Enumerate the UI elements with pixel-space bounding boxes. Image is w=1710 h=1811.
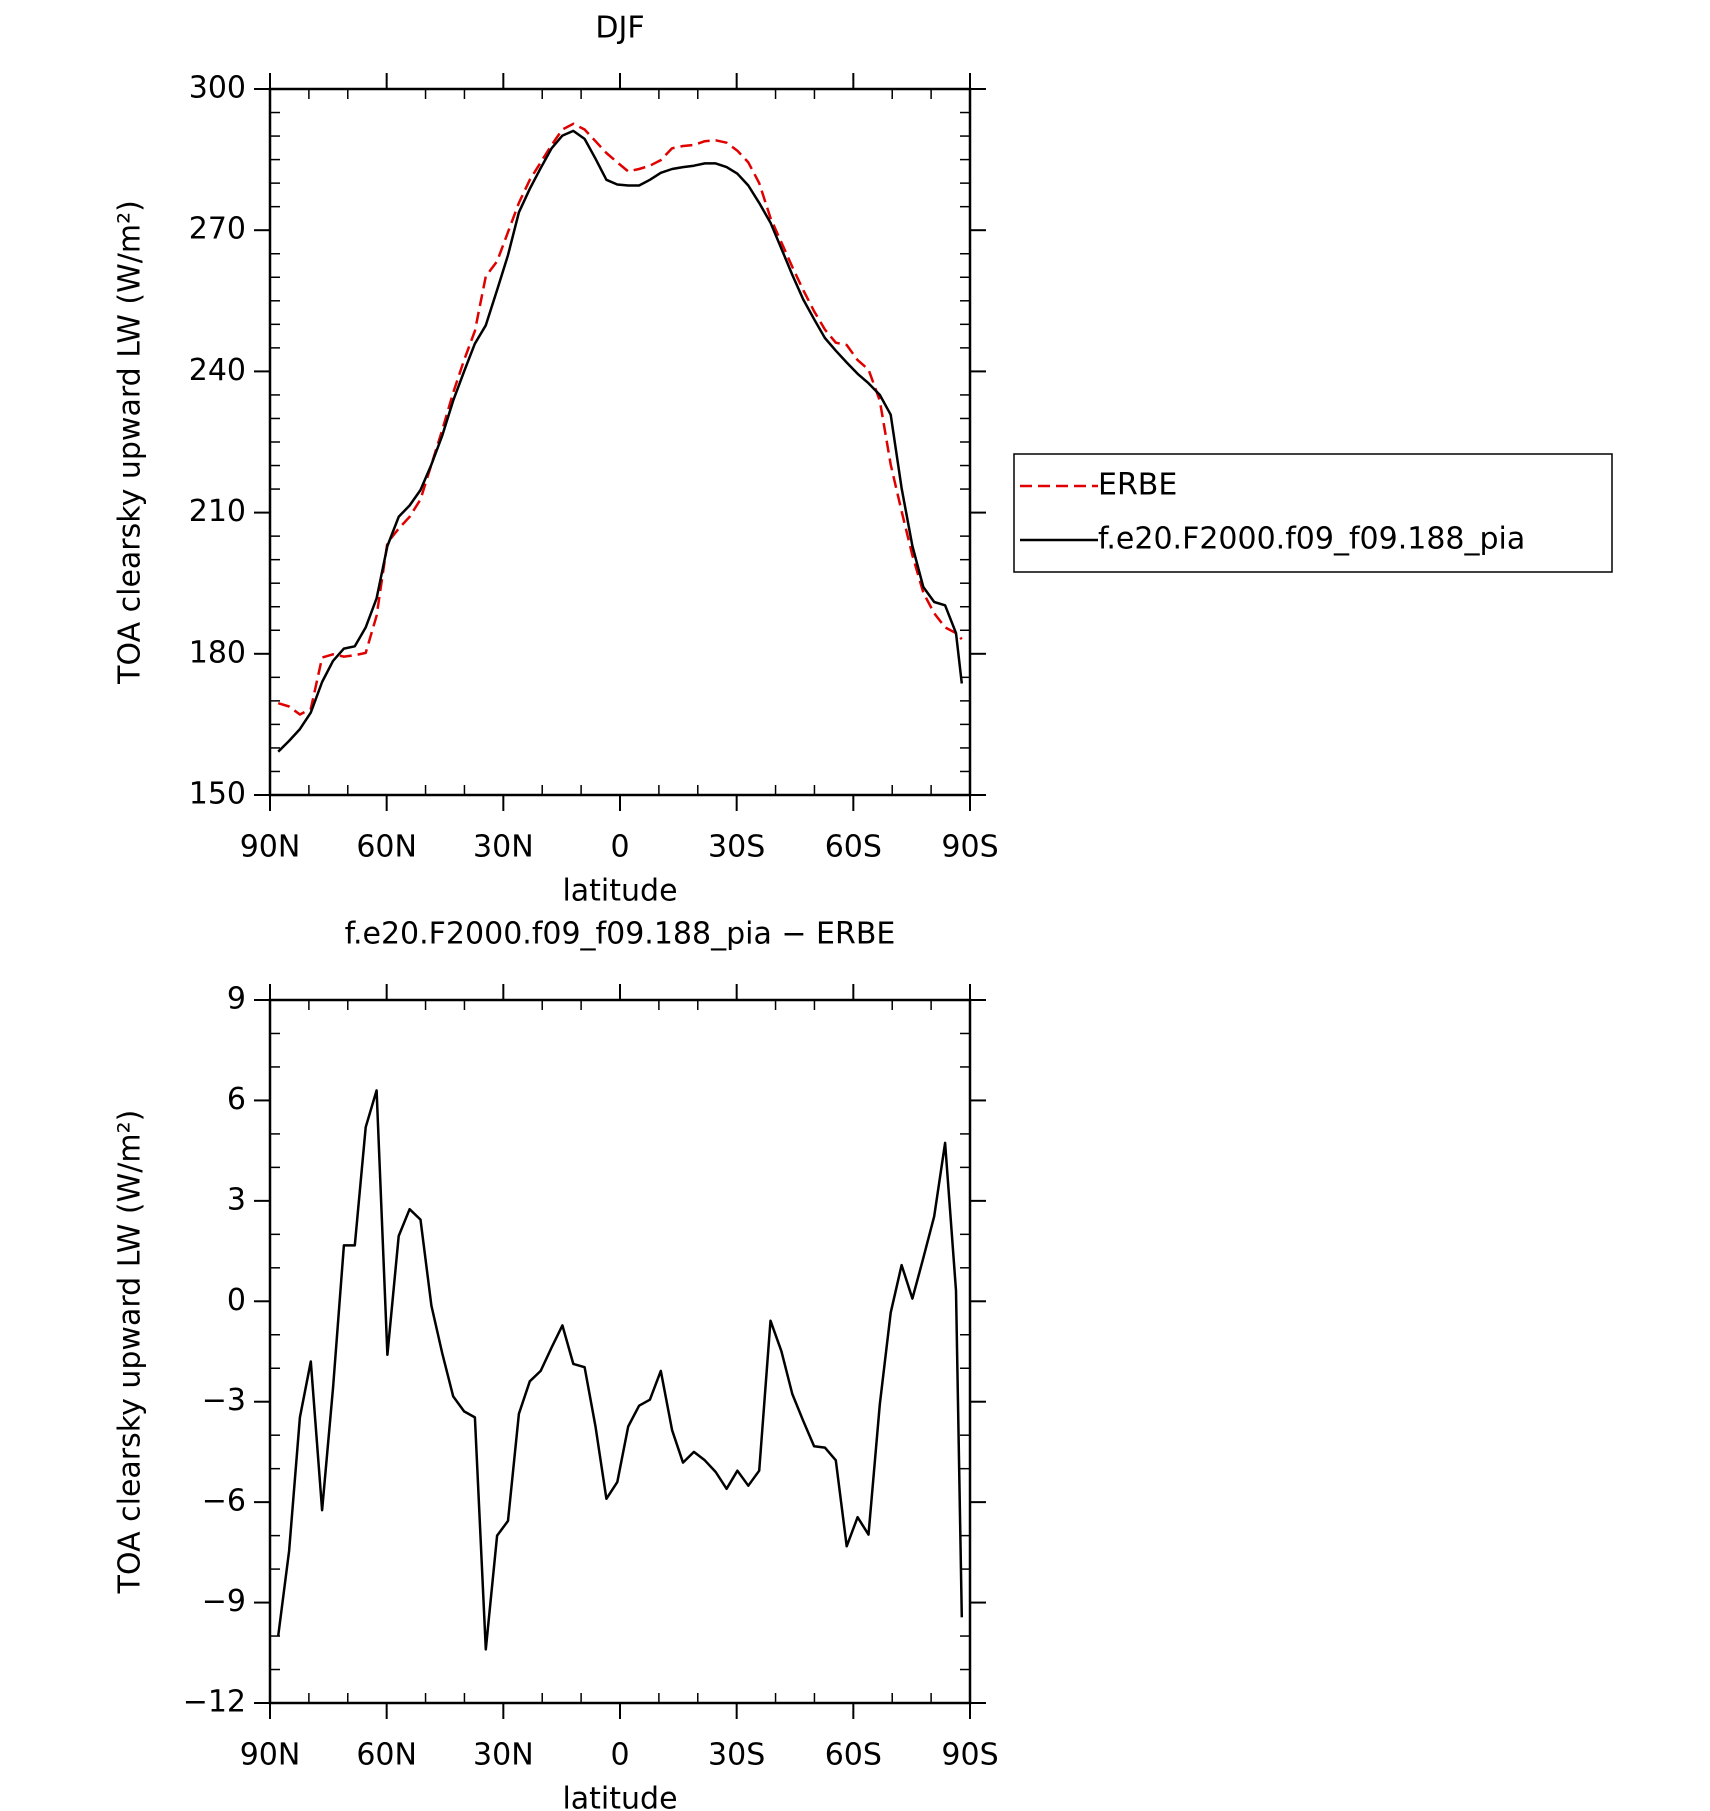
y-tick-label: −9	[202, 1584, 246, 1619]
plot-frame	[268, 998, 972, 1705]
y-tick-label: −3	[202, 1383, 246, 1418]
x-tick-label: 60N	[356, 1738, 417, 1773]
y-tick-label: 9	[227, 982, 246, 1017]
x-tick-label: 0	[610, 830, 629, 865]
legend-label: f.e20.F2000.f09_f09.188_pia	[1098, 522, 1525, 557]
y-tick-label: 270	[189, 212, 246, 247]
x-tick-label: 90S	[941, 1738, 998, 1773]
data-line	[276, 1089, 964, 1651]
x-tick-label: 60N	[356, 830, 417, 865]
legend-box	[1013, 453, 1613, 573]
x-axis-label: latitude	[562, 1782, 677, 1811]
y-tick-label: 6	[227, 1082, 246, 1117]
y-tick-label: −6	[202, 1484, 246, 1519]
y-tick-label: 300	[189, 71, 246, 106]
y-tick-label: 240	[189, 353, 246, 388]
x-tick-label: 60S	[825, 1738, 882, 1773]
y-axis-label: TOA clearsky upward LW (W/m²)	[113, 200, 148, 685]
legend-label: ERBE	[1098, 468, 1177, 503]
x-tick-label: 60S	[825, 830, 882, 865]
x-axis-label: latitude	[562, 874, 677, 909]
y-tick-label: −12	[183, 1685, 246, 1720]
y-tick-label: 3	[227, 1182, 246, 1217]
y-tick-label: 150	[189, 777, 246, 812]
x-tick-label: 30S	[708, 830, 765, 865]
data-line	[277, 129, 964, 753]
plot-frame	[268, 87, 972, 797]
y-tick-label: 180	[189, 635, 246, 670]
x-tick-label: 90N	[240, 830, 301, 865]
x-tick-label: 30S	[708, 1738, 765, 1773]
chart-title: DJF	[595, 11, 644, 46]
data-line	[277, 122, 963, 716]
x-tick-label: 30N	[473, 1738, 534, 1773]
y-axis-label: TOA clearsky upward LW (W/m²)	[113, 1110, 148, 1595]
y-tick-label: 210	[189, 494, 246, 529]
x-tick-label: 90N	[240, 1738, 301, 1773]
chart-title: f.e20.F2000.f09_f09.188_pia − ERBE	[345, 917, 896, 952]
y-tick-label: 0	[227, 1283, 246, 1318]
x-tick-label: 90S	[941, 830, 998, 865]
x-tick-label: 0	[610, 1738, 629, 1773]
x-tick-label: 30N	[473, 830, 534, 865]
